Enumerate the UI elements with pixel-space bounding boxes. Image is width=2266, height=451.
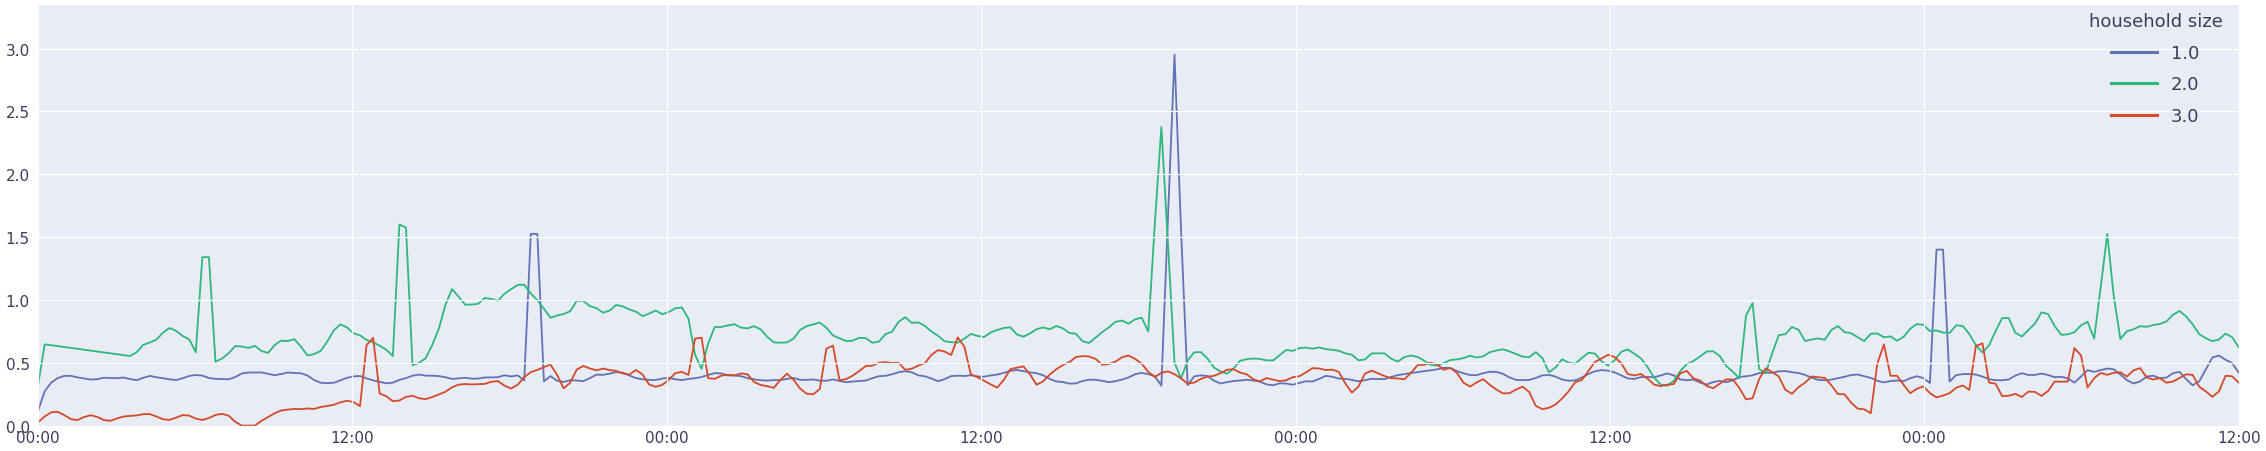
3.0 xyxy=(945,335,972,341)
2.0 xyxy=(682,352,709,358)
3.0 xyxy=(1273,378,1301,383)
Line: 3.0: 3.0 xyxy=(39,338,2239,426)
2.0 xyxy=(1267,353,1294,358)
3.0 xyxy=(1838,400,1865,405)
2.0 xyxy=(510,282,537,288)
2.0 xyxy=(1654,383,1681,388)
1.0 xyxy=(682,376,709,381)
1.0 xyxy=(1858,375,1885,381)
1.0 xyxy=(1831,374,1858,380)
1.0 xyxy=(50,373,77,379)
Legend: 1.0, 2.0, 3.0: 1.0, 2.0, 3.0 xyxy=(2080,6,2230,133)
1.0 xyxy=(510,378,537,383)
3.0 xyxy=(25,419,52,425)
Line: 1.0: 1.0 xyxy=(39,56,2239,411)
Line: 2.0: 2.0 xyxy=(39,128,2239,386)
1.0 xyxy=(1267,381,1294,386)
3.0 xyxy=(229,423,256,428)
2.0 xyxy=(25,382,52,387)
3.0 xyxy=(517,369,544,375)
2.0 xyxy=(1863,331,1890,336)
2.0 xyxy=(1149,125,1176,130)
3.0 xyxy=(1863,361,1890,366)
2.0 xyxy=(1838,331,1865,336)
2.0 xyxy=(50,345,77,350)
1.0 xyxy=(2225,370,2252,375)
3.0 xyxy=(689,335,716,341)
3.0 xyxy=(50,413,77,418)
3.0 xyxy=(2225,380,2252,385)
2.0 xyxy=(2225,345,2252,350)
1.0 xyxy=(1160,53,1187,59)
1.0 xyxy=(25,408,52,414)
